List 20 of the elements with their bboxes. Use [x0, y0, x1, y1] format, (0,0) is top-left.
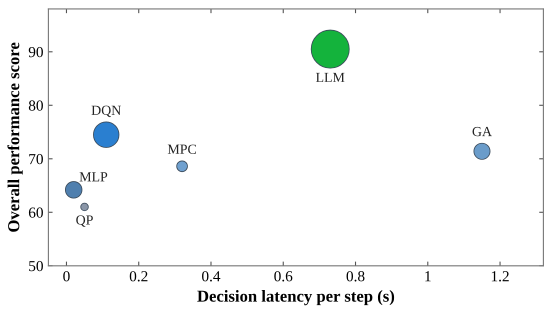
annotation: LLM: [316, 72, 344, 82]
annotation: MPC: [168, 144, 196, 154]
x-tick-label: 0: [63, 271, 70, 282]
x-tick-label: 0.6: [274, 271, 292, 282]
x-tick-label: 1: [425, 271, 431, 282]
y-tick-label: 50: [29, 260, 43, 272]
x-tick-label: 0.4: [202, 271, 220, 282]
y-tick-label: 80: [28, 100, 43, 111]
annotation: GA: [472, 126, 492, 136]
annotation: MLP: [80, 172, 108, 182]
x-tick-label: 1.2: [492, 271, 509, 282]
annotation: QP: [76, 215, 93, 227]
y-tick-label: 70: [29, 154, 43, 164]
y-axis-title: Overall performance score: [7, 42, 23, 232]
x-tick-label: 0.2: [130, 271, 148, 282]
x-tick-label: 0.8: [346, 271, 364, 282]
x-axis-title: Decision latency per step (s): [197, 290, 394, 306]
annotation: DQN: [92, 106, 121, 118]
y-tick-label: 90: [28, 46, 43, 58]
y-tick-label: 60: [28, 207, 43, 218]
